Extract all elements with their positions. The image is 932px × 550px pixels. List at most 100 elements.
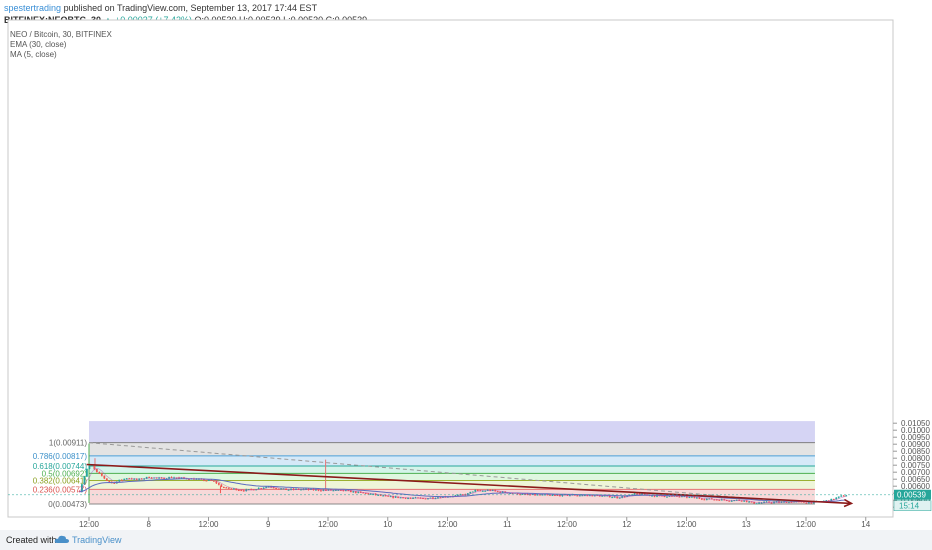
candle-body	[257, 488, 260, 490]
candle-body	[588, 495, 591, 497]
candle-body	[145, 476, 148, 479]
candle-body	[683, 496, 686, 498]
y-tick-label: 0.00700	[901, 468, 930, 477]
fib-band-0.5	[89, 473, 815, 481]
candle-body	[681, 496, 683, 498]
candle-body	[628, 494, 631, 496]
candle-body	[86, 469, 88, 477]
candle-body	[651, 495, 653, 497]
candle-body	[93, 464, 96, 470]
candle-body	[845, 495, 848, 497]
y-tick-label: 0.00800	[901, 454, 930, 463]
candle-body	[551, 494, 554, 496]
candle-body	[501, 491, 504, 493]
y-tick-label: 0.00850	[901, 447, 930, 456]
legend-ma: MA (5, close)	[10, 50, 57, 59]
x-tick-label: 12:00	[437, 520, 458, 529]
candle-body	[524, 493, 526, 495]
x-tick-label: 14	[861, 520, 870, 529]
candle-body	[830, 498, 833, 502]
candle-body	[541, 494, 544, 496]
candle-body	[178, 477, 180, 479]
candle-body	[105, 478, 108, 481]
chart-area[interactable]: 1(0.00911)0.786(0.00817)0.618(0.00744)0.…	[0, 0, 932, 530]
candle-body	[108, 480, 111, 482]
candle-body	[125, 478, 128, 480]
fib-band-0.618	[89, 466, 815, 474]
candle-body	[280, 488, 282, 490]
trendline	[86, 463, 852, 505]
x-tick-label: 13	[742, 520, 751, 529]
candle-body	[705, 498, 708, 500]
x-tick-label: 8	[147, 520, 152, 529]
x-tick-label: 12:00	[79, 520, 100, 529]
candle-body	[220, 484, 223, 488]
candle-body	[135, 478, 138, 480]
candle-body	[695, 497, 698, 499]
y-tick-label: 0.01050	[901, 419, 930, 428]
candle-body	[636, 493, 639, 495]
candle-body	[354, 491, 357, 493]
candle-body	[347, 490, 350, 492]
candle-body	[357, 491, 360, 493]
candle-body	[611, 497, 614, 499]
x-tick-label: 12:00	[676, 520, 697, 529]
candle-body	[805, 502, 808, 504]
candle-body	[509, 493, 512, 495]
candle-body	[230, 488, 233, 490]
published-text: published on TradingView.com, September …	[63, 3, 318, 13]
candle-body	[409, 497, 412, 499]
candle-body	[103, 475, 106, 479]
candle-body	[835, 497, 838, 500]
candle-body	[384, 495, 387, 497]
candle-body	[240, 490, 243, 492]
author-link[interactable]: spestertrading	[4, 3, 62, 13]
candle-body	[100, 473, 103, 476]
candle-body	[803, 501, 805, 503]
candle-body	[227, 487, 230, 489]
candle-body	[215, 480, 218, 484]
candle-body	[337, 489, 340, 491]
ma-line	[79, 467, 847, 504]
fib-band-1	[89, 442, 815, 456]
candle-body	[748, 501, 751, 503]
created-with-text: Created with	[6, 535, 57, 545]
candle-body	[392, 496, 395, 498]
tradingview-brand[interactable]: TradingView	[72, 535, 122, 545]
candle-body	[499, 491, 502, 493]
x-tick-label: 11	[503, 520, 512, 529]
candle-body	[322, 489, 325, 491]
candle-body	[807, 502, 810, 504]
candle-body	[656, 495, 658, 497]
candle-body	[98, 472, 101, 474]
candle-body	[454, 495, 457, 497]
candle-body	[369, 493, 372, 495]
candle-body	[83, 476, 86, 485]
candle-body	[285, 488, 287, 490]
candle-body	[265, 486, 268, 488]
candle-body	[217, 483, 220, 485]
trendline-arrow-icon	[843, 498, 854, 508]
legend-title: NEO / Bitcoin, 30, BITFINEX	[10, 30, 112, 39]
candle-body	[424, 498, 427, 500]
candle-body	[262, 487, 265, 489]
candle-body	[613, 496, 616, 498]
x-tick-label: 12	[622, 520, 631, 529]
candle-body	[374, 493, 377, 496]
candle-body	[578, 495, 581, 497]
y-tick-label: 0.00900	[901, 440, 930, 449]
candle-body	[163, 477, 165, 479]
candle-body	[407, 497, 409, 499]
ema-line	[79, 478, 847, 503]
candle-body	[364, 492, 367, 494]
candle-body	[272, 487, 275, 489]
x-tick-label: 12:00	[557, 520, 578, 529]
fib-band-0.786	[89, 455, 815, 467]
candle-body	[773, 502, 775, 504]
candle-body	[120, 479, 123, 481]
candle-body	[188, 479, 190, 481]
candle-body	[270, 486, 273, 488]
candle-body	[352, 491, 355, 493]
candle-body	[282, 488, 285, 490]
candle-body	[367, 493, 370, 495]
